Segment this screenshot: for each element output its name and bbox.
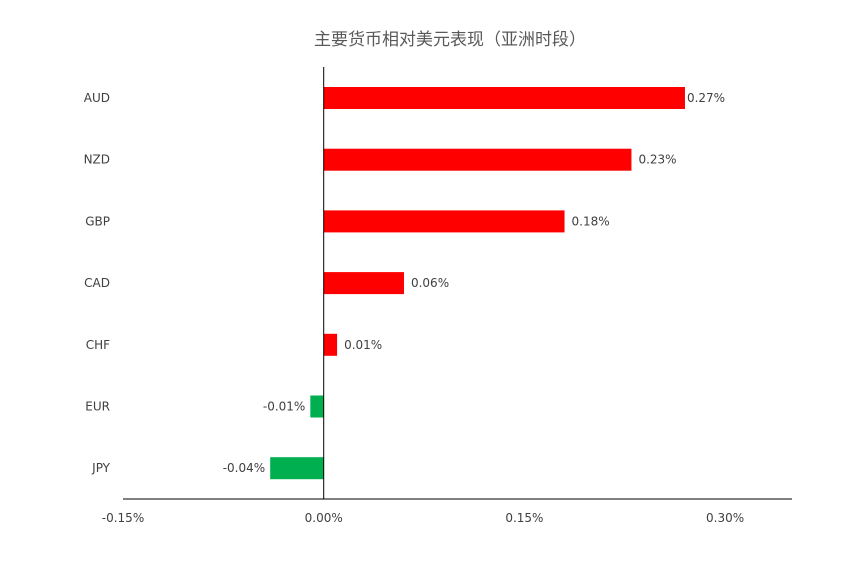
bar-jpy — [270, 457, 324, 480]
data-label-gbp: 0.18% — [572, 214, 610, 228]
x-tick-label: 0.30% — [706, 511, 744, 525]
category-label-jpy: JPY — [91, 461, 111, 475]
bar-eur — [310, 395, 324, 418]
category-label-gbp: GBP — [85, 214, 110, 228]
x-tick-label: -0.15% — [102, 511, 144, 525]
bar-chf — [323, 333, 338, 356]
data-label-cad: 0.06% — [411, 276, 449, 290]
data-label-eur: -0.01% — [263, 400, 305, 414]
x-tick-label: 0.00% — [305, 511, 343, 525]
bars-group — [270, 87, 685, 480]
category-label-nzd: NZD — [84, 153, 110, 167]
category-label-eur: EUR — [85, 400, 110, 414]
data-label-aud: 0.27% — [687, 91, 725, 105]
data-label-nzd: 0.23% — [638, 153, 676, 167]
category-label-aud: AUD — [84, 91, 110, 105]
bar-aud — [323, 87, 685, 109]
data-label-jpy: -0.04% — [223, 461, 265, 475]
data-label-chf: 0.01% — [344, 338, 382, 352]
bar-cad — [323, 272, 404, 295]
labels-group: AUD 0.27% NZD 0.23% GBP 0.18% CAD 0.06% CHF 0.01%… — [84, 91, 726, 475]
bar-nzd — [323, 148, 632, 171]
bar-gbp — [323, 210, 565, 233]
x-tick-label: 0.15% — [505, 511, 543, 525]
category-label-cad: CAD — [84, 276, 110, 290]
category-label-chf: CHF — [86, 338, 110, 352]
x-ticks-group: -0.15% 0.00% 0.15% 0.30% — [102, 511, 744, 525]
chart-title: 主要货币相对美元表现（亚洲时段） — [314, 30, 586, 50]
